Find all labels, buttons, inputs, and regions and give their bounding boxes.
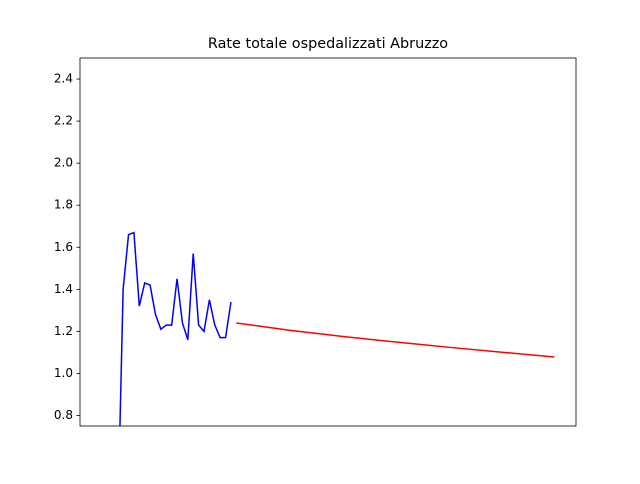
y-tick-label: 0.8	[54, 408, 73, 422]
plot-frame	[79, 57, 577, 427]
y-tick-label: 1.6	[54, 240, 73, 254]
y-tick-label: 1.4	[54, 282, 73, 296]
data-line	[236, 322, 555, 358]
y-tick-label: 2.2	[54, 114, 73, 128]
chart-title: Rate totale ospedalizzati Abruzzo	[208, 36, 448, 52]
y-tick-label: 1.8	[54, 198, 73, 212]
y-tick-label: 2.0	[54, 156, 73, 170]
data-line	[119, 231, 232, 426]
y-tick-label: 1.0	[54, 366, 73, 380]
y-tick-label: 1.2	[54, 324, 73, 338]
y-tick-label: 2.4	[54, 72, 73, 86]
